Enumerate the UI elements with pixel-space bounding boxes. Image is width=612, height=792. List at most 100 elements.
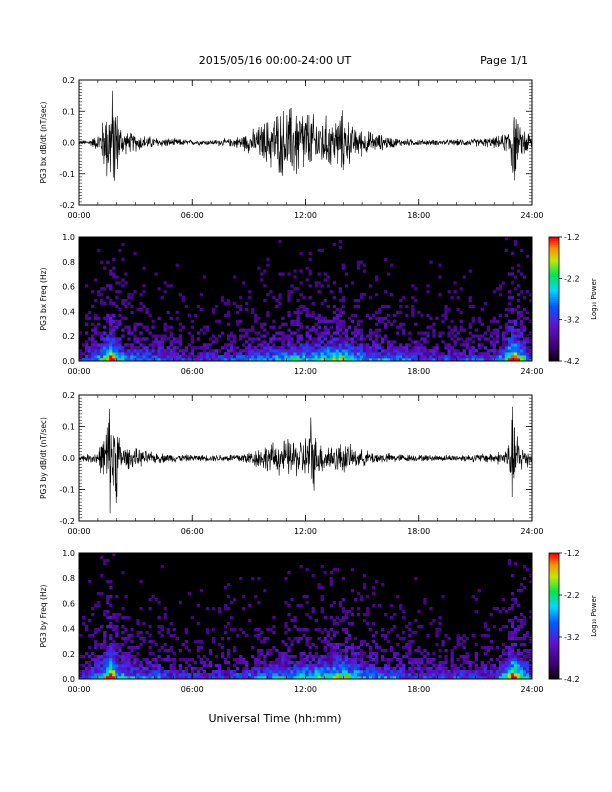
spectrogram-cell (408, 676, 412, 680)
spectrogram-cell (133, 676, 137, 680)
spectrogram-cell (233, 664, 237, 668)
spectrogram-cell (353, 661, 358, 665)
colorbar-segment (549, 272, 559, 275)
spectrogram-cell (453, 352, 457, 356)
spectrogram-cell (423, 649, 427, 653)
spectrogram-cell (432, 652, 436, 656)
colorbar-segment (549, 309, 559, 312)
spectrogram-cell (239, 655, 243, 659)
spectrogram-cell (251, 340, 255, 344)
spectrogram-cell (308, 664, 312, 668)
spectrogram-cell (414, 658, 418, 662)
spectrogram-cell (359, 296, 364, 300)
spectrogram-cell (157, 625, 161, 629)
spectrogram-cell (305, 313, 309, 318)
spectrogram-cell (299, 337, 303, 341)
spectrogram-cell (163, 281, 167, 285)
spectrogram-cell (88, 646, 92, 650)
spectrogram-cell (513, 340, 518, 344)
spectrogram-cell (492, 340, 497, 344)
spectrogram-cell (399, 661, 403, 665)
spectrogram-cell (519, 661, 524, 665)
spectrogram-cell (486, 358, 491, 362)
y-axis-label: PG3 by Freq (Hz) (39, 584, 48, 647)
spectrogram-cell (248, 349, 252, 353)
spectrogram-cell (94, 355, 98, 359)
spectrogram-cell (293, 343, 297, 347)
spectrogram-cell (495, 607, 500, 611)
spectrogram-cell (411, 346, 415, 350)
spectrogram-cell (335, 328, 340, 332)
spectrogram-cell (359, 649, 364, 653)
spectrogram-cell (474, 658, 478, 662)
x-tick-label: 18:00 (407, 685, 430, 694)
spectrogram-cell (254, 349, 258, 353)
spectrogram-cell (121, 670, 125, 674)
spectrogram-cell (390, 293, 394, 297)
spectrogram-cell (359, 319, 364, 323)
spectrogram-cell (296, 349, 300, 353)
spectrogram-cell (172, 676, 176, 680)
spectrogram-cell (368, 655, 373, 659)
spectrogram-cell (112, 334, 116, 338)
spectrogram-cell (522, 296, 527, 300)
spectrogram-cell (100, 658, 104, 662)
spectrogram-cell (245, 661, 249, 665)
spectrogram-cell (251, 325, 255, 329)
spectrogram-cell (202, 275, 207, 279)
spectrogram-cell (272, 325, 276, 329)
spectrogram-cell (278, 655, 282, 659)
spectrogram-cell (353, 646, 358, 650)
y-tick-label: 0.2 (62, 76, 75, 85)
spectrogram-cell (157, 334, 161, 338)
colorbar-segment (549, 338, 559, 341)
spectrogram-cell (151, 640, 155, 644)
spectrogram-cell (507, 646, 512, 650)
spectrogram-cell (266, 652, 270, 656)
spectrogram-cell (154, 598, 158, 602)
spectrogram-cell (320, 340, 324, 344)
spectrogram-cell (308, 251, 312, 256)
spectrogram-cell (326, 328, 330, 332)
colorbar-segment (549, 662, 559, 665)
spectrogram-cell (181, 673, 185, 677)
spectrogram-cell (435, 676, 439, 680)
spectrogram-cell (281, 661, 285, 665)
spectrogram-cell (284, 322, 288, 326)
spectrogram-cell (341, 325, 346, 329)
spectrogram-cell (272, 664, 276, 668)
spectrogram-cell (347, 661, 352, 665)
spectrogram-cell (287, 349, 291, 353)
spectrogram-cell (127, 296, 131, 300)
spectrogram-cell (474, 643, 478, 647)
spectrogram-cell (266, 310, 270, 315)
spectrogram-cell (112, 676, 116, 680)
spectrogram-cell (178, 337, 182, 341)
spectrogram-cell (118, 349, 122, 353)
spectrogram-cell (94, 340, 98, 344)
spectrogram-cell (157, 667, 161, 671)
spectrogram-cell (501, 676, 506, 680)
spectrogram-cell (323, 628, 327, 632)
spectrogram-cell (226, 355, 231, 359)
spectrogram-cell (507, 296, 512, 300)
spectrogram-cell (480, 358, 484, 362)
spectrogram-cell (109, 343, 113, 347)
spectrogram-cell (371, 352, 376, 356)
spectrogram-cell (471, 670, 475, 674)
spectrogram-cell (112, 658, 116, 662)
spectrogram-cell (390, 646, 394, 650)
spectrogram-cell (248, 337, 252, 341)
colorbar-segment (549, 354, 559, 358)
spectrogram-cell (353, 349, 358, 353)
spectrogram-cell (166, 649, 170, 653)
spectrogram-cell (468, 352, 472, 356)
spectrogram-cell (139, 301, 143, 306)
spectrogram-cell (178, 343, 182, 347)
spectrogram-cell (130, 296, 134, 300)
spectrogram-cell (350, 352, 355, 356)
spectrogram-cell (459, 673, 463, 677)
spectrogram-cell (338, 245, 343, 250)
spectrogram-cell (308, 269, 312, 273)
spectrogram-cell (296, 355, 300, 359)
